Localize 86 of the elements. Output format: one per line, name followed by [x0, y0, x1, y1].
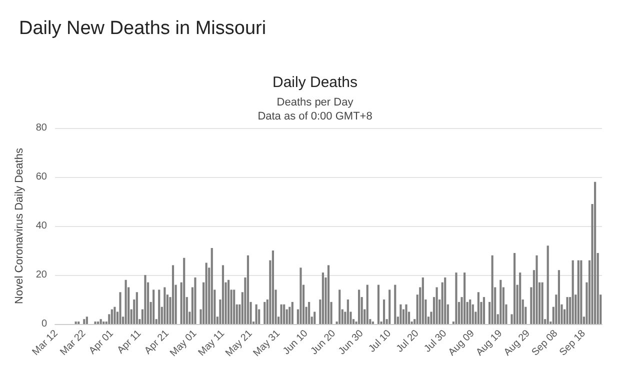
bar — [322, 272, 324, 324]
bar — [422, 277, 424, 324]
y-tick-label: 20 — [36, 270, 48, 280]
bar — [327, 265, 330, 324]
x-tick-label: Apr 01 — [87, 328, 116, 357]
bar — [83, 319, 86, 324]
bar — [377, 284, 380, 324]
y-tick-label: 60 — [36, 172, 48, 182]
bar — [577, 260, 580, 324]
bar — [388, 290, 391, 324]
bar — [86, 316, 88, 324]
x-tick-label: Jun 30 — [336, 328, 366, 358]
bar — [358, 290, 360, 324]
x-tick-label: May 31 — [251, 328, 283, 360]
bar — [233, 290, 236, 324]
bar — [572, 260, 574, 324]
bar — [482, 297, 486, 324]
bar — [114, 306, 116, 324]
bar — [272, 250, 274, 324]
bar — [594, 182, 596, 324]
bar — [119, 292, 122, 324]
bar — [491, 255, 494, 324]
bar — [308, 302, 310, 324]
chart-title: Daily New Deaths in Missouri — [19, 18, 266, 39]
text: Data as of 0:00 GMT+8 — [258, 110, 372, 122]
bar — [566, 297, 568, 324]
bar — [541, 282, 544, 324]
bar — [205, 262, 208, 324]
bar — [210, 248, 213, 324]
bar — [264, 302, 266, 324]
bar — [280, 304, 282, 324]
x-tick-label: Jul 20 — [394, 328, 422, 355]
bar — [100, 319, 102, 324]
x-tick-label: Mar 22 — [58, 328, 88, 358]
bar — [346, 300, 349, 324]
bar — [291, 302, 294, 324]
y-tick-label: 0 — [41, 318, 48, 330]
y-tick-label: 80 — [36, 122, 48, 134]
x-tick-label: Jun 10 — [281, 328, 310, 358]
bar — [152, 290, 155, 324]
bar — [255, 304, 258, 324]
bar — [172, 265, 174, 324]
bar — [314, 312, 316, 324]
bar — [382, 300, 386, 324]
bar — [477, 292, 480, 324]
bar — [444, 277, 446, 324]
bar — [246, 255, 250, 324]
bar — [500, 280, 502, 324]
bar — [338, 290, 341, 324]
x-tick-label: Mar 12 — [30, 328, 61, 358]
bar — [464, 272, 466, 324]
bar — [194, 277, 196, 324]
bar — [519, 272, 522, 324]
bar — [405, 304, 408, 324]
bar — [300, 268, 302, 324]
bar — [144, 275, 146, 324]
bar — [394, 284, 396, 324]
x-tick-label: Jul 30 — [422, 328, 450, 355]
x-tick-label: Apr 11 — [116, 328, 144, 356]
x-tick-label: Jun 20 — [308, 328, 338, 358]
bar — [158, 290, 160, 324]
bar — [183, 258, 186, 324]
bar — [536, 255, 538, 324]
bar — [436, 287, 438, 324]
chart-subtitle: Daily Deaths — [272, 74, 358, 91]
bar — [366, 284, 368, 324]
bar — [513, 252, 516, 324]
bar — [222, 265, 224, 324]
text: Deaths per Day — [276, 96, 354, 108]
x-tick-label: Sep 18 — [558, 328, 588, 358]
bar — [580, 260, 582, 324]
bar — [455, 272, 458, 324]
bar — [136, 292, 138, 324]
bar — [400, 304, 402, 324]
bar — [283, 304, 286, 324]
bar — [110, 309, 113, 324]
bar — [546, 246, 549, 324]
bar — [124, 280, 127, 324]
bar — [228, 280, 230, 324]
bar — [469, 300, 472, 324]
bar — [164, 287, 166, 324]
x-tick-label: Jul 10 — [366, 328, 394, 355]
x-tick-label: May 01 — [168, 328, 200, 360]
bar — [558, 270, 560, 324]
y-axis-title: Novel Coronavirus Daily Deaths — [13, 148, 26, 304]
y-tick-label: 40 — [36, 220, 48, 232]
